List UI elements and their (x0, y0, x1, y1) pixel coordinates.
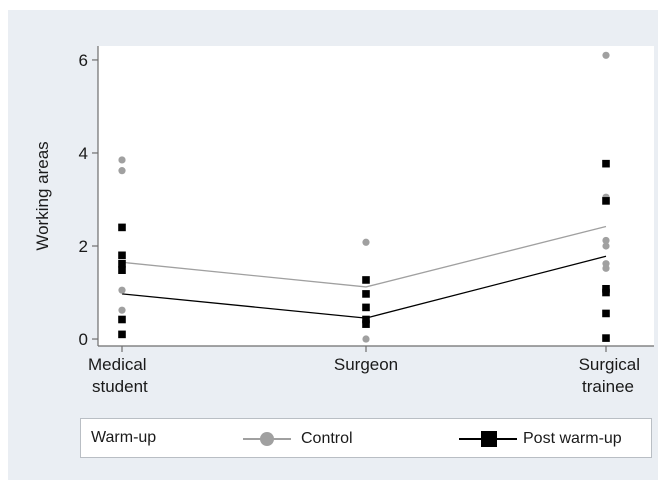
point-control (362, 238, 370, 246)
point-control (118, 286, 126, 294)
point-post-warm-up (362, 320, 370, 328)
point-post-warm-up (118, 330, 126, 339)
point-post-warm-up (602, 159, 610, 168)
plot-area (98, 46, 654, 346)
point-control (602, 51, 610, 59)
point-control (602, 264, 610, 272)
series-line-control (121, 225, 607, 288)
point-control (118, 156, 126, 164)
legend-marker-control (260, 432, 274, 446)
legend-title: Warm-up (91, 429, 157, 446)
y-tick-label: 4 (79, 144, 88, 163)
legend-label-post-warm-up: Post warm-up (523, 430, 622, 447)
point-post-warm-up (362, 290, 370, 298)
point-post-warm-up (602, 334, 610, 342)
point-post-warm-up (118, 259, 126, 268)
x-tick-label: Surgeon (334, 355, 398, 374)
point-control (118, 306, 126, 314)
point-post-warm-up (602, 288, 610, 297)
point-control (602, 236, 610, 245)
legend-item-control: Control (243, 421, 393, 455)
y-tick-label: 2 (79, 237, 88, 256)
point-control (118, 167, 126, 175)
point-post-warm-up (118, 315, 126, 324)
point-post-warm-up (362, 303, 370, 312)
y-tick-label: 6 (79, 51, 88, 70)
point-post-warm-up (118, 251, 126, 260)
x-tick-label: Surgical (579, 355, 640, 374)
legend-label-control: Control (301, 430, 353, 447)
y-axis-label: Working areas (33, 141, 52, 250)
point-post-warm-up (118, 223, 126, 232)
point-post-warm-up (118, 266, 126, 274)
point-post-warm-up (602, 197, 610, 205)
point-post-warm-up (362, 315, 370, 324)
point-control (602, 242, 610, 250)
legend: Warm-up Control Post warm-up (80, 418, 652, 458)
x-tick-label: trainee (582, 377, 634, 396)
y-tick-label: 0 (79, 330, 88, 349)
point-post-warm-up (362, 276, 370, 284)
legend-item-post-warm-up: Post warm-up (459, 421, 649, 455)
x-tick-label: student (92, 377, 148, 396)
x-tick-label: Medical (88, 355, 147, 374)
point-control (362, 335, 370, 343)
legend-marker-post-warm-up (481, 431, 497, 447)
point-post-warm-up (602, 309, 610, 318)
